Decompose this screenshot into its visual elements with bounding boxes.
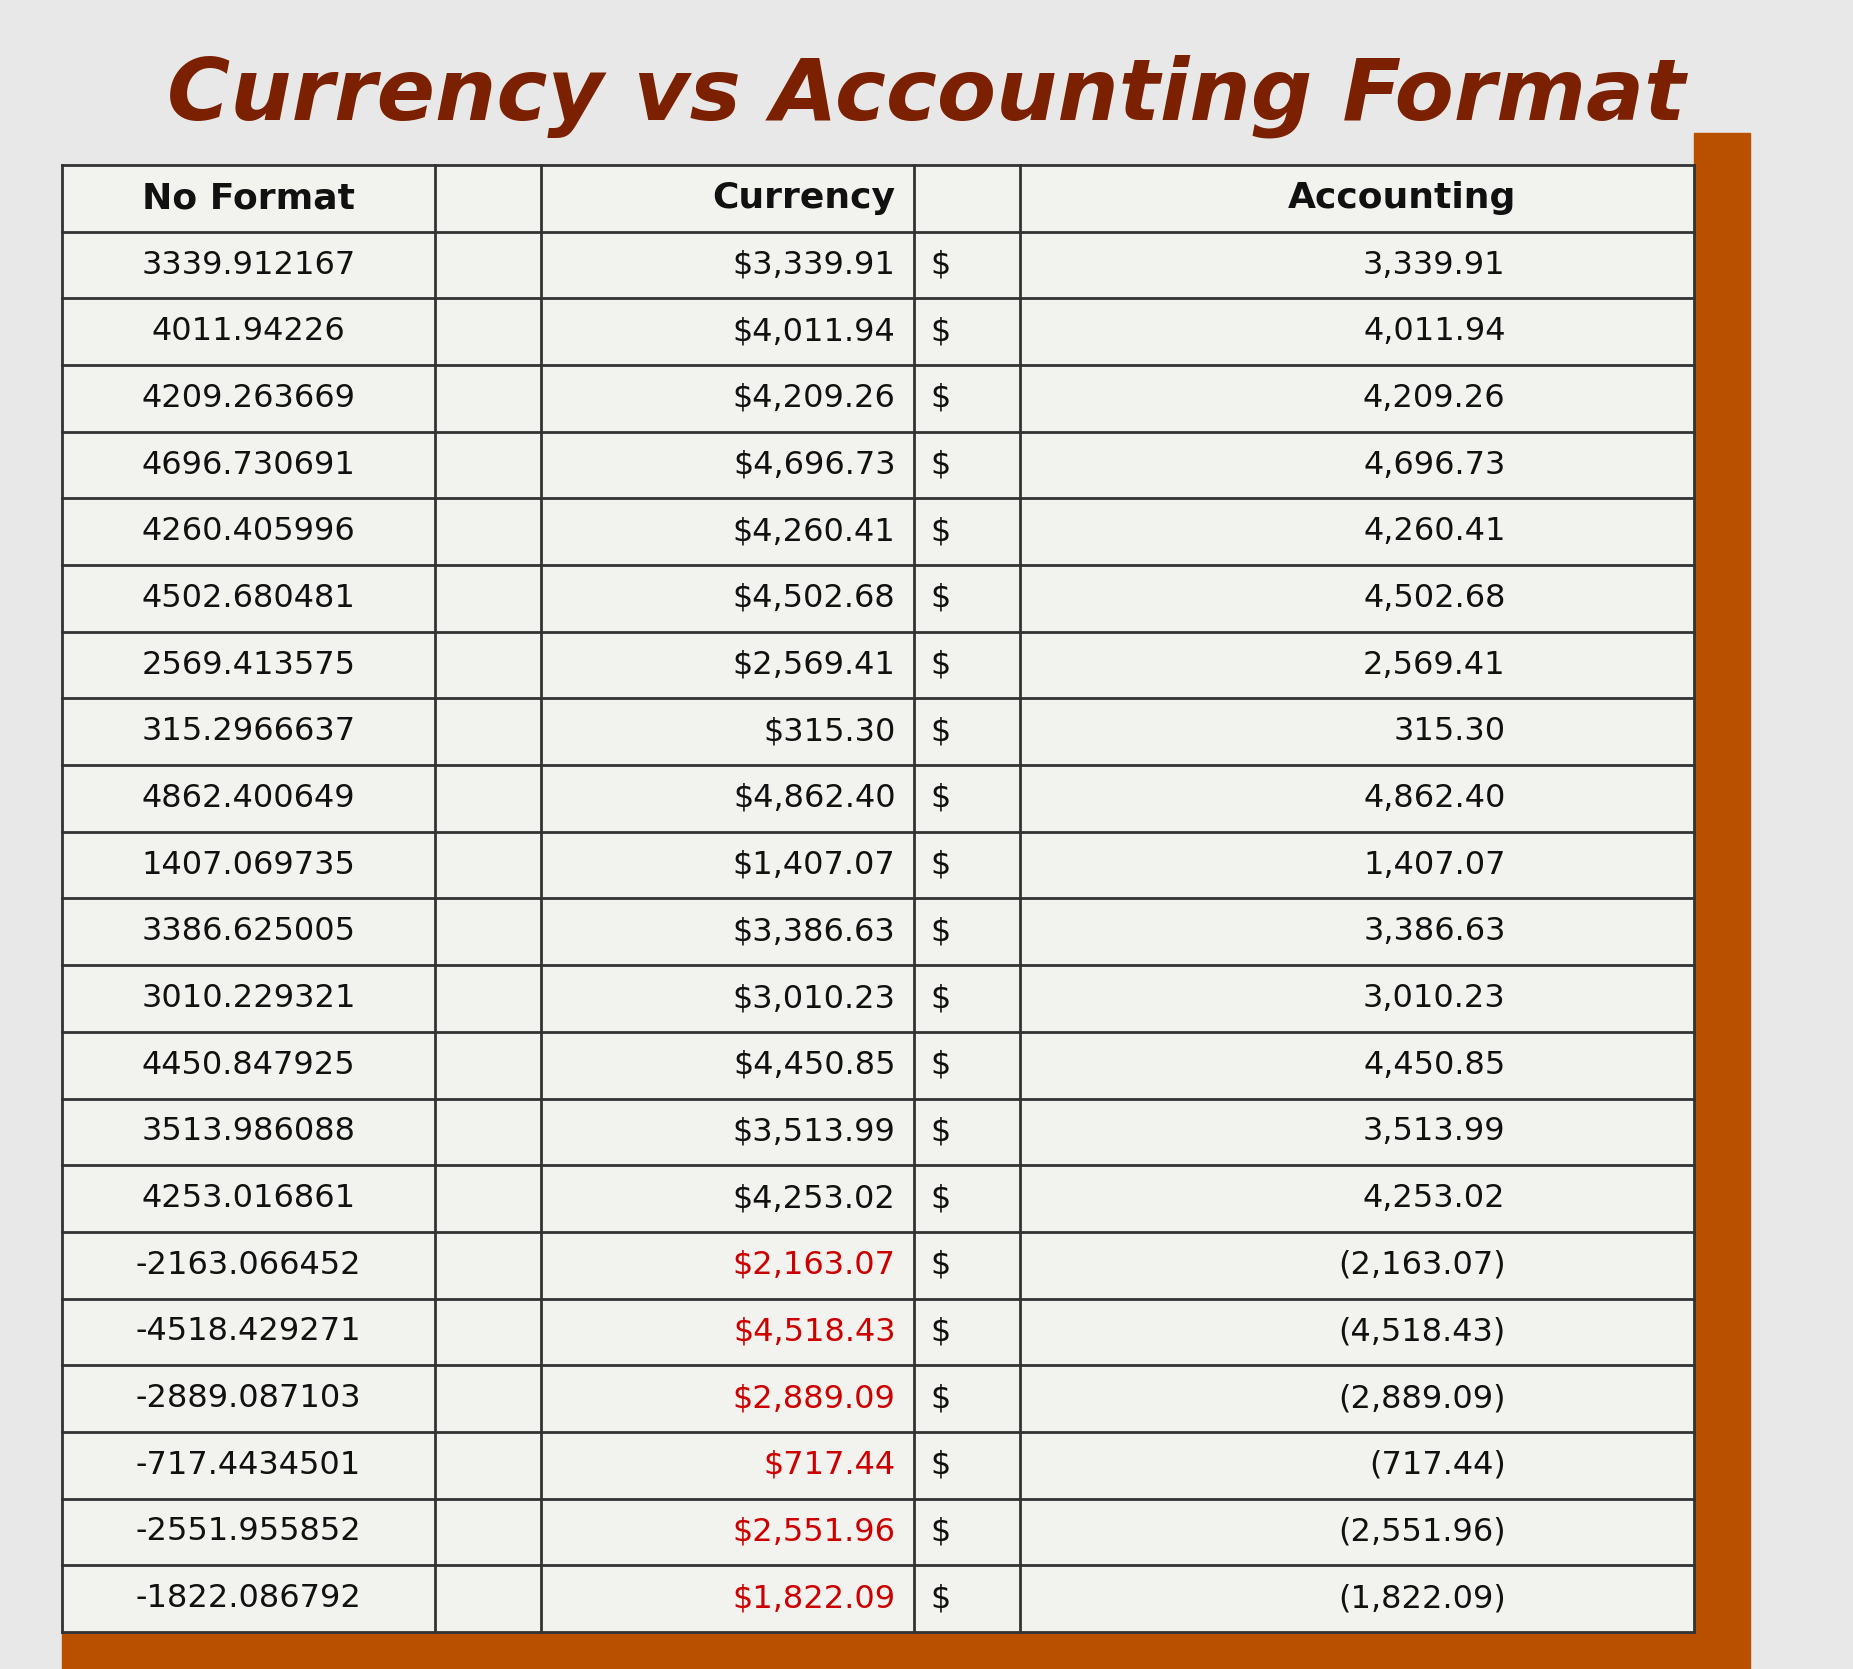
Text: $2,163.07: $2,163.07 <box>732 1250 895 1280</box>
Text: 4,450.85: 4,450.85 <box>1364 1050 1506 1082</box>
Text: $: $ <box>930 783 951 814</box>
Text: 2,569.41: 2,569.41 <box>1364 649 1506 681</box>
Text: 4260.405996: 4260.405996 <box>141 516 356 547</box>
Text: 4,011.94: 4,011.94 <box>1364 315 1506 347</box>
Text: $4,518.43: $4,518.43 <box>734 1317 895 1347</box>
Text: 4,862.40: 4,862.40 <box>1364 783 1506 814</box>
Text: $: $ <box>930 649 951 681</box>
Text: 3,010.23: 3,010.23 <box>1362 983 1506 1015</box>
Text: 1,407.07: 1,407.07 <box>1364 850 1506 881</box>
Bar <box>63 1632 1749 1669</box>
Text: $: $ <box>930 250 951 280</box>
Text: Currency: Currency <box>713 182 895 215</box>
Text: 3386.625005: 3386.625005 <box>141 916 356 948</box>
Text: $: $ <box>930 1517 951 1547</box>
Bar <box>63 165 1694 1632</box>
Bar <box>1694 134 1749 1632</box>
Text: $4,696.73: $4,696.73 <box>734 449 895 481</box>
Text: 4,696.73: 4,696.73 <box>1364 449 1506 481</box>
Text: (717.44): (717.44) <box>1369 1450 1506 1480</box>
Text: $: $ <box>930 1384 951 1414</box>
Text: $: $ <box>930 1250 951 1280</box>
Text: $: $ <box>930 516 951 547</box>
Text: $: $ <box>930 716 951 748</box>
Text: 4450.847925: 4450.847925 <box>143 1050 356 1082</box>
Text: 4,209.26: 4,209.26 <box>1364 382 1506 414</box>
Text: (2,551.96): (2,551.96) <box>1338 1517 1506 1547</box>
Text: Currency vs Accounting Format: Currency vs Accounting Format <box>167 55 1686 139</box>
Text: $3,513.99: $3,513.99 <box>732 1117 895 1147</box>
Text: $: $ <box>930 1183 951 1213</box>
Text: $2,889.09: $2,889.09 <box>732 1384 895 1414</box>
Text: $3,010.23: $3,010.23 <box>732 983 895 1015</box>
Text: $: $ <box>930 449 951 481</box>
Text: $2,569.41: $2,569.41 <box>732 649 895 681</box>
Text: $4,450.85: $4,450.85 <box>734 1050 895 1082</box>
Text: 4862.400649: 4862.400649 <box>143 783 356 814</box>
Text: 4696.730691: 4696.730691 <box>141 449 356 481</box>
Text: -4518.429271: -4518.429271 <box>135 1317 361 1347</box>
Text: 3513.986088: 3513.986088 <box>141 1117 356 1147</box>
Text: $: $ <box>930 916 951 948</box>
Text: $: $ <box>930 582 951 614</box>
Text: (2,889.09): (2,889.09) <box>1338 1384 1506 1414</box>
Text: 3,339.91: 3,339.91 <box>1364 250 1506 280</box>
Text: 315.30: 315.30 <box>1393 716 1506 748</box>
Text: 4,260.41: 4,260.41 <box>1364 516 1506 547</box>
Text: -2163.066452: -2163.066452 <box>135 1250 361 1280</box>
Text: $: $ <box>930 1317 951 1347</box>
Text: $4,209.26: $4,209.26 <box>732 382 895 414</box>
Text: $4,253.02: $4,253.02 <box>732 1183 895 1213</box>
Text: $: $ <box>930 1050 951 1082</box>
Text: $: $ <box>930 983 951 1015</box>
Text: 315.2966637: 315.2966637 <box>141 716 356 748</box>
Text: $3,386.63: $3,386.63 <box>732 916 895 948</box>
Text: $3,339.91: $3,339.91 <box>732 250 895 280</box>
Text: 4502.680481: 4502.680481 <box>141 582 356 614</box>
Text: 2569.413575: 2569.413575 <box>141 649 356 681</box>
Text: 4011.94226: 4011.94226 <box>152 315 345 347</box>
Text: $717.44: $717.44 <box>763 1450 895 1480</box>
Text: $: $ <box>930 315 951 347</box>
Text: $: $ <box>930 1584 951 1614</box>
Text: $1,407.07: $1,407.07 <box>732 850 895 881</box>
Text: -717.4434501: -717.4434501 <box>135 1450 361 1480</box>
Text: 3010.229321: 3010.229321 <box>141 983 356 1015</box>
Text: 4,253.02: 4,253.02 <box>1364 1183 1506 1213</box>
Text: $: $ <box>930 1117 951 1147</box>
Text: 4253.016861: 4253.016861 <box>141 1183 356 1213</box>
Text: 3,513.99: 3,513.99 <box>1364 1117 1506 1147</box>
Text: $: $ <box>930 1450 951 1480</box>
Text: (1,822.09): (1,822.09) <box>1338 1584 1506 1614</box>
Text: (4,518.43): (4,518.43) <box>1338 1317 1506 1347</box>
Text: $1,822.09: $1,822.09 <box>732 1584 895 1614</box>
Text: 1407.069735: 1407.069735 <box>141 850 356 881</box>
Text: $4,260.41: $4,260.41 <box>732 516 895 547</box>
Text: Accounting: Accounting <box>1288 182 1516 215</box>
Text: 4,502.68: 4,502.68 <box>1364 582 1506 614</box>
Text: 3,386.63: 3,386.63 <box>1364 916 1506 948</box>
Text: $: $ <box>930 850 951 881</box>
Text: $4,502.68: $4,502.68 <box>732 582 895 614</box>
Text: 4209.263669: 4209.263669 <box>141 382 356 414</box>
Text: -2889.087103: -2889.087103 <box>135 1384 361 1414</box>
Text: 3339.912167: 3339.912167 <box>141 250 356 280</box>
Text: -1822.086792: -1822.086792 <box>135 1584 361 1614</box>
Text: No Format: No Format <box>143 182 356 215</box>
Text: $4,862.40: $4,862.40 <box>734 783 895 814</box>
Text: $4,011.94: $4,011.94 <box>732 315 895 347</box>
Text: $315.30: $315.30 <box>763 716 895 748</box>
Text: $: $ <box>930 382 951 414</box>
Text: -2551.955852: -2551.955852 <box>135 1517 361 1547</box>
Text: $2,551.96: $2,551.96 <box>732 1517 895 1547</box>
Text: (2,163.07): (2,163.07) <box>1338 1250 1506 1280</box>
